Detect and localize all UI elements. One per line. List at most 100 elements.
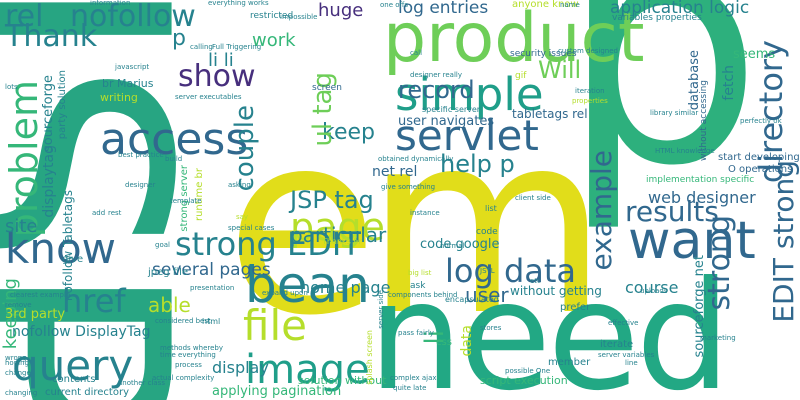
- word-clearest-example: clearest example: [10, 291, 71, 299]
- word-javascript: javascript: [115, 63, 150, 71]
- word-record: record: [398, 76, 475, 104]
- word-thanks-br: Thanks br: [322, 237, 362, 246]
- word-display: display: [212, 358, 269, 377]
- word-start-developing: start developing: [718, 152, 800, 163]
- word-considered-best: considered best: [155, 317, 211, 325]
- word-custom-designed: custom designed: [558, 47, 618, 55]
- word-big-list: big list: [408, 269, 432, 277]
- word-another-class: another class: [118, 379, 165, 387]
- word-li-li: li li: [208, 50, 234, 71]
- word-party-solution: party solution: [57, 70, 68, 140]
- word-obtained-dynamically: obtained dynamically: [378, 155, 454, 163]
- word-need: need: [368, 250, 731, 400]
- word-etc: etc: [530, 277, 541, 285]
- word-server-variables: server variables: [598, 351, 655, 359]
- word-wrong: wrong: [5, 354, 27, 362]
- word-restricted: restricted: [250, 11, 294, 21]
- word-nofollow-displaytag: nofollow DisplayTag: [12, 324, 151, 340]
- word-rel: rel: [5, 0, 44, 34]
- word-help-p: help p: [440, 150, 515, 178]
- word-time-everything: time everything: [160, 351, 216, 359]
- word-writing: writing: [100, 91, 138, 104]
- word-code-small: code: [476, 227, 498, 237]
- word-bean: bean: [245, 256, 370, 314]
- word-expand-upon: expand upon: [262, 289, 308, 297]
- word-contents: contents: [52, 374, 96, 385]
- word-remove: remove: [5, 301, 32, 309]
- word-fetch: fetch: [721, 65, 737, 101]
- word-particular: particular: [290, 223, 387, 247]
- word-iterate: iterate: [600, 339, 634, 350]
- word-tabletags-rel: tabletags rel: [512, 107, 588, 121]
- word-o-operations: O operations: [728, 164, 793, 175]
- word-home-page: home page: [300, 278, 391, 297]
- word-current-directory: current directory: [45, 387, 129, 398]
- word-site: site: [5, 216, 38, 237]
- word-simple: simple: [395, 68, 544, 121]
- word-thank: Thank: [5, 19, 98, 54]
- word-template: template: [170, 197, 202, 205]
- word-information: information: [90, 0, 131, 7]
- word-screen: screen: [312, 83, 342, 93]
- word-gif: gif: [515, 71, 527, 81]
- word-splash-screen: splash screen: [365, 330, 374, 385]
- word-code-google: code google: [420, 237, 500, 252]
- word-image: image: [245, 347, 370, 393]
- word-results: results: [625, 195, 719, 228]
- word-change: change: [5, 369, 31, 377]
- word-query: query: [12, 341, 134, 390]
- word-list-small: list: [485, 204, 497, 213]
- word-components-behind: components behind: [388, 291, 458, 299]
- word-data-v: data: [459, 325, 475, 357]
- word-access: access: [100, 114, 249, 165]
- word-stores: stores: [480, 324, 502, 332]
- word-one-offs: one offs: [380, 1, 409, 9]
- word-library-similar: library similar: [650, 109, 699, 117]
- word-uploads: uploads: [640, 287, 668, 295]
- word-solution-without: solution without: [298, 374, 387, 387]
- word-log-data: log data: [445, 252, 577, 290]
- word-calling: calling: [190, 43, 213, 51]
- word-pass-fairly: pass fairly: [398, 329, 434, 337]
- word-strong-right: strong: [702, 215, 737, 311]
- word-instance: instance: [410, 209, 440, 217]
- word-log-entries: log entries: [398, 0, 489, 18]
- word-p-small: p: [172, 26, 186, 51]
- word-impossible: impossible: [280, 13, 318, 21]
- word-edit-strong: EDIT strong: [767, 160, 800, 323]
- word-call: call: [410, 49, 423, 57]
- word-encapsulated: encapsulated: [445, 295, 499, 304]
- word-possible-one: possible One: [505, 367, 551, 375]
- word-sourceforge: sourceforge: [41, 75, 56, 153]
- word-effective: effective: [608, 319, 639, 327]
- word-third-party: 3rd party: [5, 307, 66, 322]
- word-name: name: [560, 1, 580, 9]
- word-server-executables: server executables: [175, 93, 242, 101]
- word-runtime-br: runtime br: [194, 168, 205, 222]
- word-br-marius: br Marius: [102, 77, 154, 90]
- word-normal: normal: [440, 242, 465, 250]
- word-file: file: [243, 301, 307, 350]
- word-hoping: hoping: [5, 359, 29, 367]
- word-process: process: [175, 361, 202, 369]
- word-sourceforge-net: sourceforge net: [692, 255, 707, 358]
- word-strong-edit: strong EDIT: [175, 225, 361, 263]
- word-line: line: [625, 359, 638, 367]
- word-lots: lots: [5, 83, 18, 91]
- word-add: add: [92, 209, 106, 217]
- word-user-navigates: user navigates: [398, 114, 495, 129]
- word-prefer: prefer: [560, 302, 591, 313]
- word-able: able: [148, 293, 191, 317]
- word-page: page: [290, 205, 385, 249]
- word-say: say: [236, 213, 249, 221]
- word-problem: problem: [2, 80, 46, 238]
- word-huge: huge: [318, 0, 364, 21]
- word-em: em: [225, 79, 608, 370]
- word-security-issues: security issues: [510, 49, 577, 59]
- word-complex-ajax: complex ajax: [390, 374, 437, 382]
- word-methods-whereby: methods whereby: [160, 344, 223, 352]
- word-displaytag: displaytag: [41, 145, 57, 218]
- word-perfectly-ok: perfectly ok: [740, 117, 782, 125]
- word-know: know: [5, 224, 116, 273]
- word-course: course: [625, 278, 679, 297]
